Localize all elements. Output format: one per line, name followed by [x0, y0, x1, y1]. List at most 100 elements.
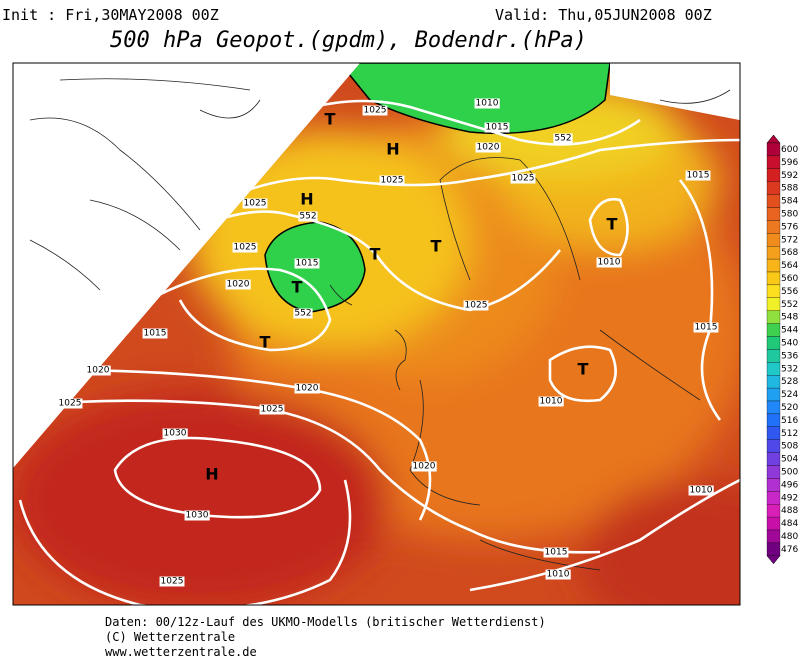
colorbar-label: 520: [781, 403, 798, 413]
colorbar-label: 528: [781, 377, 798, 387]
colorbar-swatch: [766, 426, 781, 440]
colorbar-swatch: [766, 349, 781, 363]
label-bg: [142, 328, 168, 339]
pressure-system: T: [578, 360, 589, 379]
colorbar-swatch: [766, 362, 781, 376]
label-bg: [484, 122, 510, 133]
isobar-label: 1010: [690, 486, 713, 496]
colorbar-swatch: [766, 336, 781, 350]
isobar-label: 1010: [540, 397, 563, 407]
colorbar-swatch: [766, 207, 781, 221]
colorbar-swatch: [766, 258, 781, 273]
colorbar-label: 568: [781, 248, 798, 258]
pressure-system: T: [607, 215, 618, 234]
isobar-label: 1025: [381, 176, 404, 186]
colorbar-swatch: [766, 220, 781, 234]
colorbar-label: 504: [781, 455, 798, 465]
label-bg: [159, 576, 185, 587]
colorbar-swatch: [766, 478, 781, 492]
colorbar-label: 540: [781, 338, 798, 348]
colorbar-label: 548: [781, 313, 798, 323]
colorbar-label: 536: [781, 351, 798, 361]
colorbar-swatch: [766, 491, 781, 505]
label-bg: [57, 398, 83, 409]
outside-domain: [610, 63, 740, 120]
isobar-label: 1020: [296, 384, 319, 394]
isobar-label: 552: [299, 212, 316, 222]
colorbar-label: 560: [781, 274, 798, 284]
colorbar-label: 492: [781, 493, 798, 503]
isobar-label: 1025: [59, 399, 82, 409]
colorbar-label: 588: [781, 184, 798, 194]
colorbar-swatch: [766, 284, 781, 298]
isobar-label: 1025: [465, 301, 488, 311]
footer-line: (C) Wetterzentrale: [105, 630, 235, 644]
isobar-label: 1030: [164, 429, 187, 439]
colorbar-label: 500: [781, 467, 798, 477]
colorbar-label: 600: [781, 145, 798, 155]
label-bg: [259, 404, 285, 415]
pressure-system: T: [431, 237, 442, 256]
label-bg: [242, 198, 268, 209]
isobar-label: 1030: [186, 511, 209, 521]
label-bg: [474, 98, 500, 109]
colorbar-swatch: [766, 246, 781, 260]
colorbar-label: 532: [781, 364, 798, 374]
isobar-label: 1010: [547, 570, 570, 580]
isobar-label: 1020: [477, 143, 500, 153]
isobar-label: 552: [294, 309, 311, 319]
isobar-label: 1020: [227, 280, 250, 290]
colorbar-swatch: [766, 323, 781, 337]
pressure-system: T: [370, 245, 381, 264]
label-bg: [379, 175, 405, 186]
colorbar-swatch: [766, 142, 781, 157]
colorbar-swatch: [766, 168, 781, 182]
init-time: Init : Fri,30MAY2008 00Z: [2, 6, 219, 24]
label-bg: [293, 308, 313, 319]
colorbar-swatch: [766, 194, 781, 208]
colorbar-label: 516: [781, 416, 798, 426]
label-bg: [510, 173, 536, 184]
pressure-system: T: [292, 278, 303, 297]
label-bg: [545, 569, 571, 580]
colorbar-label: 480: [781, 532, 798, 542]
footer-line: www.wetterzentrale.de: [105, 645, 257, 659]
colorbar-label: 564: [781, 261, 798, 271]
label-bg: [298, 211, 318, 222]
label-bg: [225, 279, 251, 290]
colorbar-label: 552: [781, 300, 798, 310]
label-bg: [162, 428, 188, 439]
colorbar-label: 496: [781, 480, 798, 490]
isobar-label: 1015: [486, 123, 509, 133]
colorbar-label: 596: [781, 158, 798, 168]
colorbar-swatch: [766, 413, 781, 427]
colorbar-label: 544: [781, 326, 798, 336]
isobar-label: 1025: [234, 243, 257, 253]
colorbar-swatch: [766, 375, 781, 389]
map-border: [12, 62, 741, 606]
colorbar-swatch: [766, 529, 781, 544]
colorbar-label: 592: [781, 171, 798, 181]
isobar-label: 1015: [144, 329, 167, 339]
label-bg: [475, 142, 501, 153]
isobar-label: 552: [554, 134, 571, 144]
label-bg: [294, 258, 320, 269]
label-bg: [362, 105, 388, 116]
footer-line: Daten: 00/12z-Lauf des UKMO-Modells (bri…: [105, 615, 546, 629]
isobar-label: 1015: [296, 259, 319, 269]
label-bg: [685, 170, 711, 181]
pressure-system: T: [260, 333, 271, 352]
label-bg: [463, 300, 489, 311]
label-bg: [232, 242, 258, 253]
colorbar-swatch: [766, 155, 781, 169]
pressure-system: T: [325, 110, 336, 129]
colorbar-label: 576: [781, 222, 798, 232]
colorbar-label: 524: [781, 390, 798, 400]
colorbar-swatch: [766, 465, 781, 479]
isobar-label: 1010: [476, 99, 499, 109]
colorbar-swatch: [766, 439, 781, 453]
label-bg: [85, 365, 111, 376]
isobar-label: 1025: [161, 577, 184, 587]
colorbar-cap: [766, 134, 781, 144]
colorbar-swatch: [766, 233, 781, 247]
